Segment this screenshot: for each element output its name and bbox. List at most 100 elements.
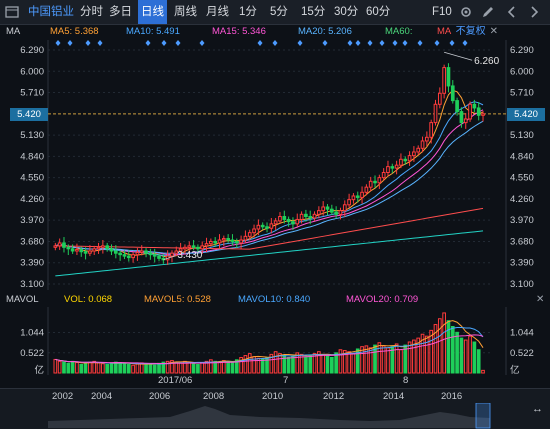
volume-bar[interactable]	[364, 345, 369, 374]
volume-bar[interactable]	[325, 355, 330, 374]
volume-bar[interactable]	[118, 362, 122, 374]
candle[interactable]	[308, 216, 313, 219]
volume-bar[interactable]	[278, 353, 282, 374]
candle[interactable]	[234, 240, 239, 244]
candle[interactable]	[101, 245, 105, 248]
candle[interactable]	[455, 100, 459, 113]
tab-5min[interactable]: 5分	[270, 6, 288, 18]
event-marker-icon[interactable]	[322, 40, 328, 46]
candle[interactable]	[450, 85, 455, 102]
candle[interactable]	[390, 166, 395, 169]
volume-bar[interactable]	[148, 363, 153, 374]
candle[interactable]	[139, 250, 144, 253]
candle[interactable]	[446, 67, 451, 87]
volume-bar[interactable]	[70, 360, 75, 374]
event-marker-icon[interactable]	[145, 40, 151, 46]
candle[interactable]	[472, 103, 477, 109]
close-icon[interactable]: ✕	[489, 26, 498, 37]
volume-bar[interactable]	[291, 355, 295, 374]
volume-bar[interactable]	[269, 353, 274, 374]
volume-bar[interactable]	[79, 363, 84, 374]
candle[interactable]	[425, 136, 429, 142]
volume-bar[interactable]	[373, 344, 377, 374]
candle[interactable]	[312, 213, 317, 219]
candle[interactable]	[476, 107, 481, 116]
candle[interactable]	[170, 252, 174, 257]
volume-bar[interactable]	[351, 353, 356, 374]
candle[interactable]	[148, 252, 153, 256]
volume-bar[interactable]	[476, 349, 481, 374]
volume-bar[interactable]	[433, 324, 438, 374]
volume-bar[interactable]	[342, 350, 347, 374]
volume-bar[interactable]	[399, 349, 403, 374]
volume-bar[interactable]	[161, 361, 166, 374]
volume-bar[interactable]	[273, 351, 278, 374]
tab-intraday[interactable]: 分时	[80, 6, 103, 18]
candle[interactable]	[394, 164, 399, 169]
candle[interactable]	[429, 122, 434, 138]
candle[interactable]	[213, 240, 218, 244]
volume-bar[interactable]	[92, 360, 97, 374]
candle[interactable]	[351, 195, 356, 201]
volume-bar[interactable]	[178, 362, 183, 374]
candle[interactable]	[239, 239, 243, 244]
candle[interactable]	[62, 242, 66, 248]
candle[interactable]	[373, 180, 377, 184]
candle[interactable]	[416, 147, 421, 153]
candle[interactable]	[265, 226, 269, 229]
candle[interactable]	[252, 228, 256, 234]
volume-bar[interactable]	[459, 337, 464, 374]
volume-bar[interactable]	[403, 344, 408, 374]
event-marker-icon[interactable]	[392, 40, 398, 46]
event-marker-icon[interactable]	[297, 40, 303, 46]
event-marker-icon[interactable]	[272, 40, 278, 46]
candle[interactable]	[187, 245, 192, 248]
volume-bar[interactable]	[368, 347, 373, 374]
volume-bar[interactable]	[308, 355, 313, 374]
candle[interactable]	[126, 255, 131, 259]
volume-bar[interactable]	[407, 341, 412, 374]
volume-bar[interactable]	[468, 335, 472, 374]
candle[interactable]	[135, 251, 140, 256]
volume-bar[interactable]	[360, 346, 364, 374]
restore-mode-button[interactable]: 不复权 ✕	[456, 25, 498, 39]
volume-bar[interactable]	[412, 339, 416, 374]
candle[interactable]	[481, 113, 485, 116]
candle[interactable]	[230, 239, 235, 242]
volume-bar[interactable]	[304, 356, 308, 374]
candle[interactable]	[96, 246, 101, 250]
candle[interactable]	[174, 250, 179, 254]
candle[interactable]	[334, 211, 338, 215]
tab-1min[interactable]: 1分	[239, 6, 257, 18]
volume-bar[interactable]	[105, 363, 110, 374]
volume-bar[interactable]	[230, 361, 235, 374]
candle[interactable]	[256, 224, 261, 230]
candle[interactable]	[113, 250, 118, 254]
volume-bar[interactable]	[329, 357, 334, 374]
candle[interactable]	[304, 213, 308, 218]
volume-bar[interactable]	[312, 353, 317, 374]
tab-30min[interactable]: 30分	[334, 6, 359, 18]
candle[interactable]	[131, 254, 135, 259]
event-marker-icon[interactable]	[161, 40, 167, 46]
volume-bar[interactable]	[204, 360, 209, 374]
volume-bar[interactable]	[191, 362, 196, 374]
candle[interactable]	[88, 250, 92, 254]
volume-bar[interactable]	[239, 357, 243, 374]
volume-bar[interactable]	[66, 362, 71, 374]
volume-bar[interactable]	[187, 361, 192, 374]
candle[interactable]	[342, 204, 347, 212]
volume-bar[interactable]	[429, 329, 434, 374]
candle[interactable]	[459, 111, 464, 124]
volume-bar[interactable]	[174, 361, 179, 374]
volume-bar[interactable]	[83, 362, 88, 374]
candle[interactable]	[386, 166, 390, 174]
volume-bar[interactable]	[57, 360, 62, 374]
volume-bar[interactable]	[144, 363, 148, 374]
volume-bar[interactable]	[455, 331, 459, 374]
chevron-right-icon[interactable]	[526, 4, 542, 20]
volume-bar[interactable]	[234, 359, 239, 374]
tab-multi-day[interactable]: 多日	[109, 6, 132, 18]
candle[interactable]	[437, 92, 442, 105]
candle[interactable]	[329, 208, 334, 213]
